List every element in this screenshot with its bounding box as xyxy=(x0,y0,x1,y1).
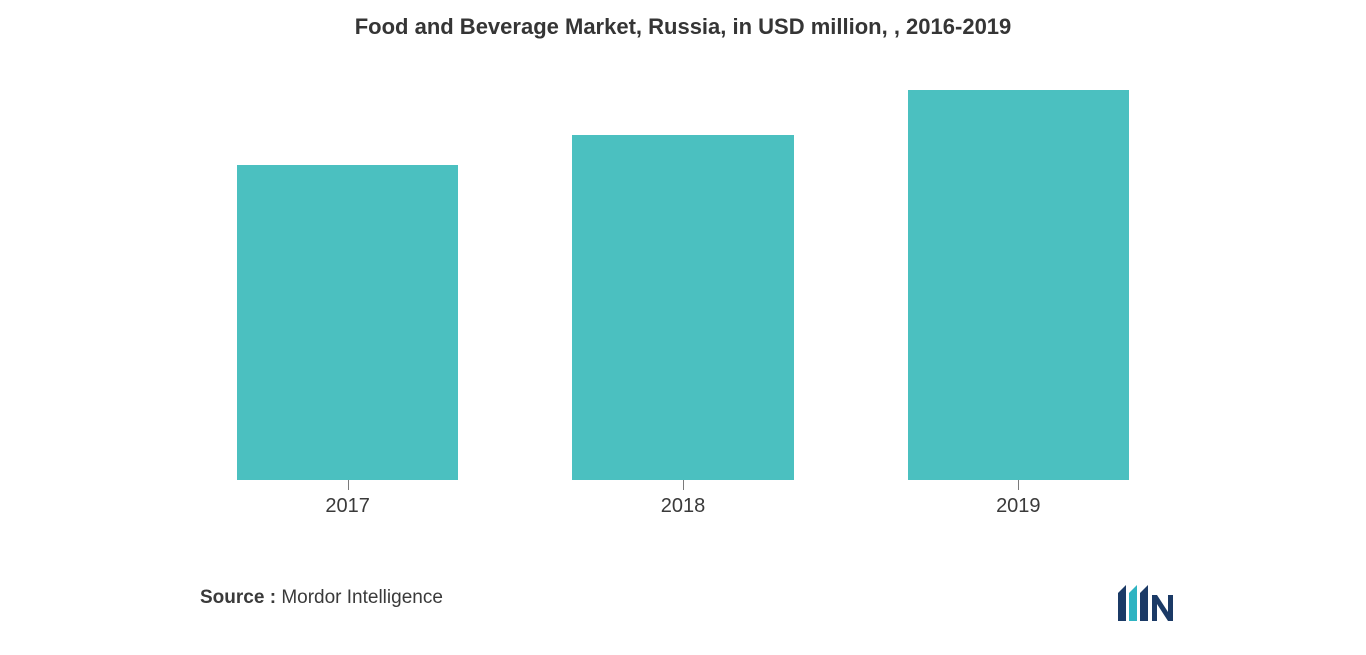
chart-title: Food and Beverage Market, Russia, in USD… xyxy=(0,14,1366,40)
bar-slot: 2018 xyxy=(515,90,850,480)
bar-slot: 2019 xyxy=(851,90,1186,480)
category-label: 2018 xyxy=(661,495,706,518)
category-label: 2017 xyxy=(325,495,370,518)
logo-n-icon xyxy=(1152,595,1173,621)
plot-area: 201720182019 xyxy=(180,90,1186,480)
bar xyxy=(908,90,1129,480)
source-label: Source : xyxy=(200,587,276,608)
axis-tick xyxy=(1018,480,1019,490)
chart-container: Food and Beverage Market, Russia, in USD… xyxy=(0,0,1366,655)
axis-tick xyxy=(348,480,349,490)
category-label: 2019 xyxy=(996,495,1041,518)
source-line: Source : Mordor Intelligence xyxy=(200,587,443,609)
logo-m-icon xyxy=(1118,585,1148,621)
bar xyxy=(237,165,458,480)
source-value: Mordor Intelligence xyxy=(281,587,443,608)
bar-slot: 2017 xyxy=(180,90,515,480)
axis-tick xyxy=(683,480,684,490)
bar xyxy=(572,135,793,480)
brand-logo xyxy=(1118,585,1176,621)
